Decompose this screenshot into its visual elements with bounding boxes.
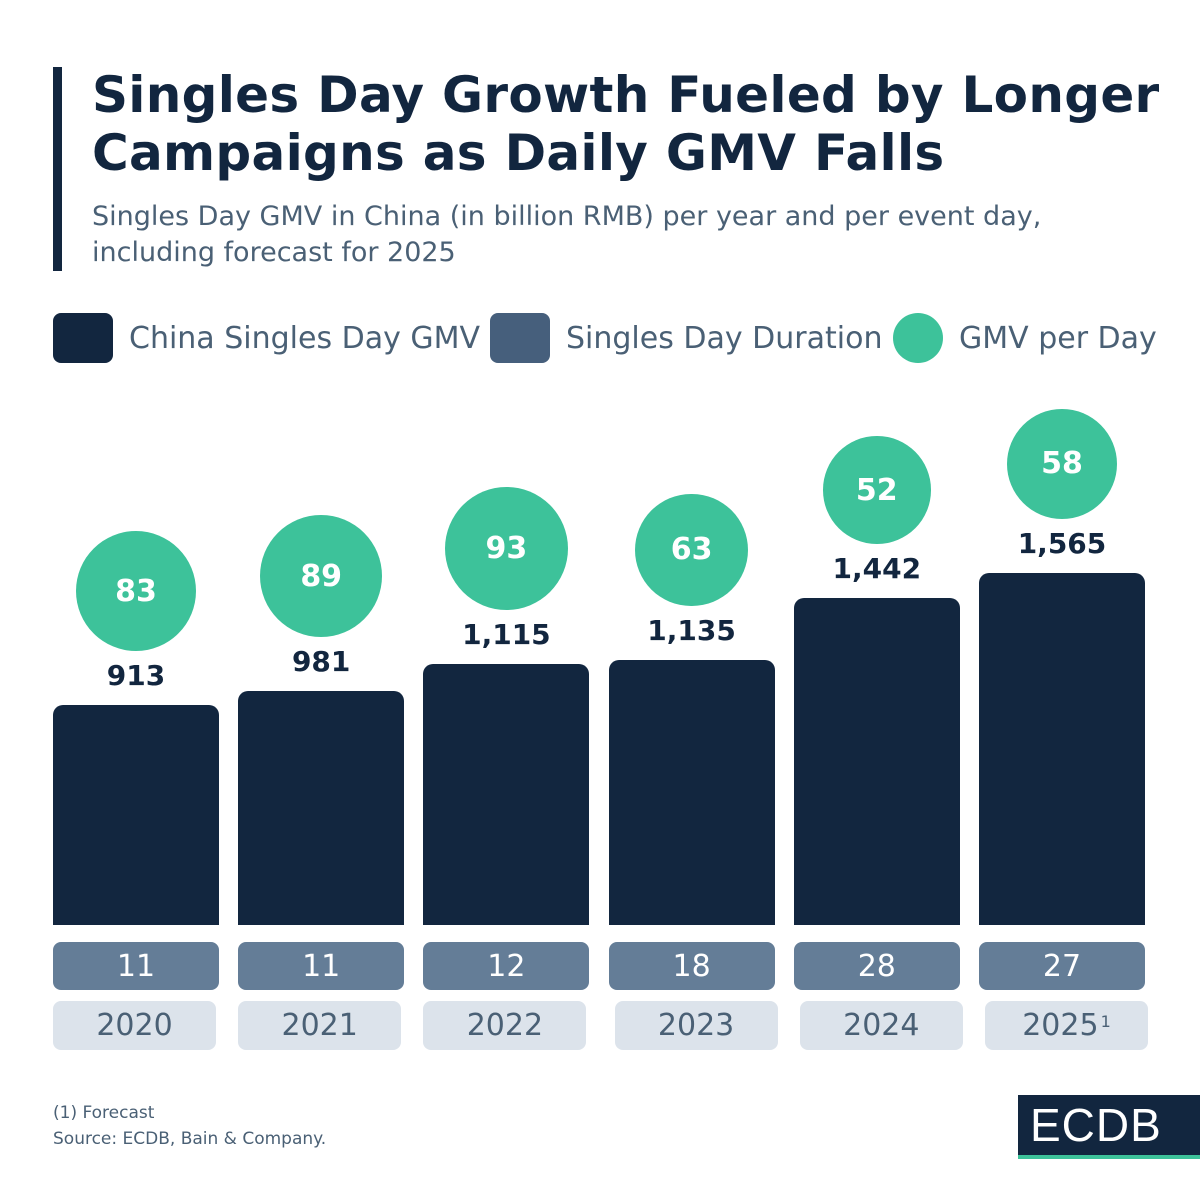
bar-value-label: 1,115 (462, 618, 551, 652)
title-accent-bar (53, 67, 62, 271)
bar-gmv (423, 664, 590, 925)
subtitle: Singles Day GMV in China (in billion RMB… (92, 201, 1042, 268)
page-title: Singles Day Growth Fueled by Longer Camp… (92, 66, 1160, 182)
year-label: 2023 (614, 1001, 778, 1050)
year-label: 2021 (238, 1001, 402, 1050)
bar-value-label: 913 (106, 659, 166, 693)
bar-gmv (238, 691, 405, 925)
bubble-gmv-per-day: 93 (444, 486, 569, 611)
bar-value-label: 1,135 (647, 614, 736, 648)
bar-gmv (979, 573, 1145, 925)
bar-gmv (53, 705, 219, 925)
legend-label: China Singles Day GMV (129, 320, 481, 356)
legend-gmv: China Singles Day GMV (53, 313, 480, 363)
bubble-gmv-per-day: 63 (635, 493, 748, 607)
year-label: 2024 (799, 1001, 963, 1050)
bar-value-label: 1,442 (832, 551, 922, 585)
year-label: 2022 (423, 1001, 587, 1050)
year-label: 2025 1 (985, 1001, 1148, 1050)
legend-gmv-per-day: GMV per Day (893, 313, 1157, 363)
year-label: 2020 (53, 1001, 216, 1050)
duration-label: 11 (53, 942, 219, 990)
duration-label: 12 (423, 942, 590, 990)
footnote: (1) Forecast (53, 1103, 155, 1123)
duration-label: 28 (793, 942, 960, 990)
bar-gmv (608, 660, 775, 925)
ecdb-logo: ECDB (1018, 1095, 1200, 1159)
bar-value-label: 981 (291, 645, 351, 679)
legend-swatch (893, 313, 943, 363)
source: Source: ECDB, Bain & Company. (53, 1129, 327, 1149)
legend-label: GMV per Day (959, 320, 1157, 356)
bar-gmv (793, 597, 960, 925)
bubble-gmv-per-day: 89 (260, 515, 383, 638)
bubble-gmv-per-day: 52 (823, 436, 931, 544)
legend-duration: Singles Day Duration (490, 313, 882, 363)
duration-label: 11 (238, 942, 405, 990)
duration-label: 18 (608, 942, 775, 990)
duration-label: 27 (979, 942, 1145, 990)
bar-value-label: 1,565 (1017, 527, 1107, 561)
legend-label: Singles Day Duration (566, 320, 883, 356)
legend-swatch (490, 313, 550, 363)
bubble-gmv-per-day: 58 (1006, 408, 1118, 520)
footnote-marker: 1 (1100, 1012, 1111, 1031)
bubble-gmv-per-day: 83 (75, 530, 197, 652)
legend-swatch (53, 313, 113, 363)
